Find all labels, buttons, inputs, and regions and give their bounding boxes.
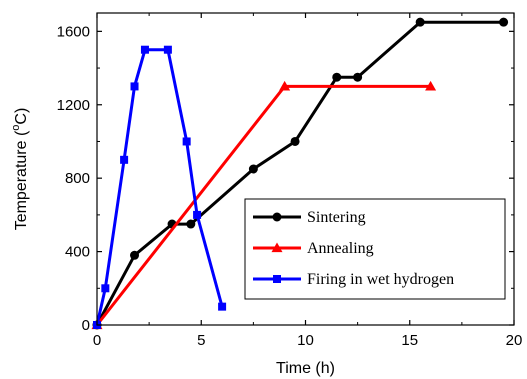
y-axis-title-tail: C) (13, 108, 30, 125)
legend-label: Sintering (307, 209, 366, 226)
x-tick-label: 5 (197, 332, 205, 349)
series-line (95, 20, 504, 326)
y-axis-title: Temperature (oC) (10, 108, 30, 231)
legend-label: Annealing (307, 240, 374, 257)
series-point (101, 284, 110, 293)
series-point (279, 80, 291, 91)
y-axis-title-main: Temperature ( (13, 130, 30, 230)
series-point (248, 164, 258, 174)
series-point (140, 45, 149, 54)
series-point (353, 72, 363, 82)
y-tick-label: 800 (65, 170, 90, 187)
x-tick-label: 0 (93, 332, 101, 349)
legend-items: Sintering Annealing Firing in wet hydrogen (253, 209, 454, 288)
legend-swatch-marker (272, 212, 282, 222)
series-point (193, 210, 202, 219)
x-tick-label: 20 (506, 332, 523, 349)
series-point (499, 17, 509, 27)
series-point (120, 155, 129, 164)
y-tick-label: 1600 (57, 23, 90, 40)
series-point (425, 80, 437, 91)
series-point (186, 219, 196, 229)
series-point (290, 136, 300, 146)
series-point (130, 82, 139, 91)
axes-layer: 0 5 10 15 20 0 400 800 1200 1600 (57, 13, 523, 349)
series-point (415, 17, 425, 27)
series-point (182, 137, 191, 146)
series-1 (92, 17, 509, 330)
y-axis-title-superscript: o (10, 125, 22, 131)
series-point (130, 250, 140, 260)
y-tick-label: 1200 (57, 97, 90, 114)
y-tick-label: 400 (65, 244, 90, 261)
legend: Sintering Annealing Firing in wet hydrogen (244, 198, 506, 300)
series-point (332, 72, 342, 82)
x-tick-label: 15 (401, 332, 418, 349)
legend-swatch-marker (271, 242, 283, 253)
x-axis-title: Time (h) (276, 360, 335, 377)
y-tick-label: 0 (82, 317, 90, 334)
legend-label: Firing in wet hydrogen (307, 271, 454, 288)
series-point (163, 45, 172, 54)
legend-swatch-marker (273, 275, 281, 283)
series-point (218, 302, 227, 311)
x-tick-label: 10 (297, 332, 314, 349)
